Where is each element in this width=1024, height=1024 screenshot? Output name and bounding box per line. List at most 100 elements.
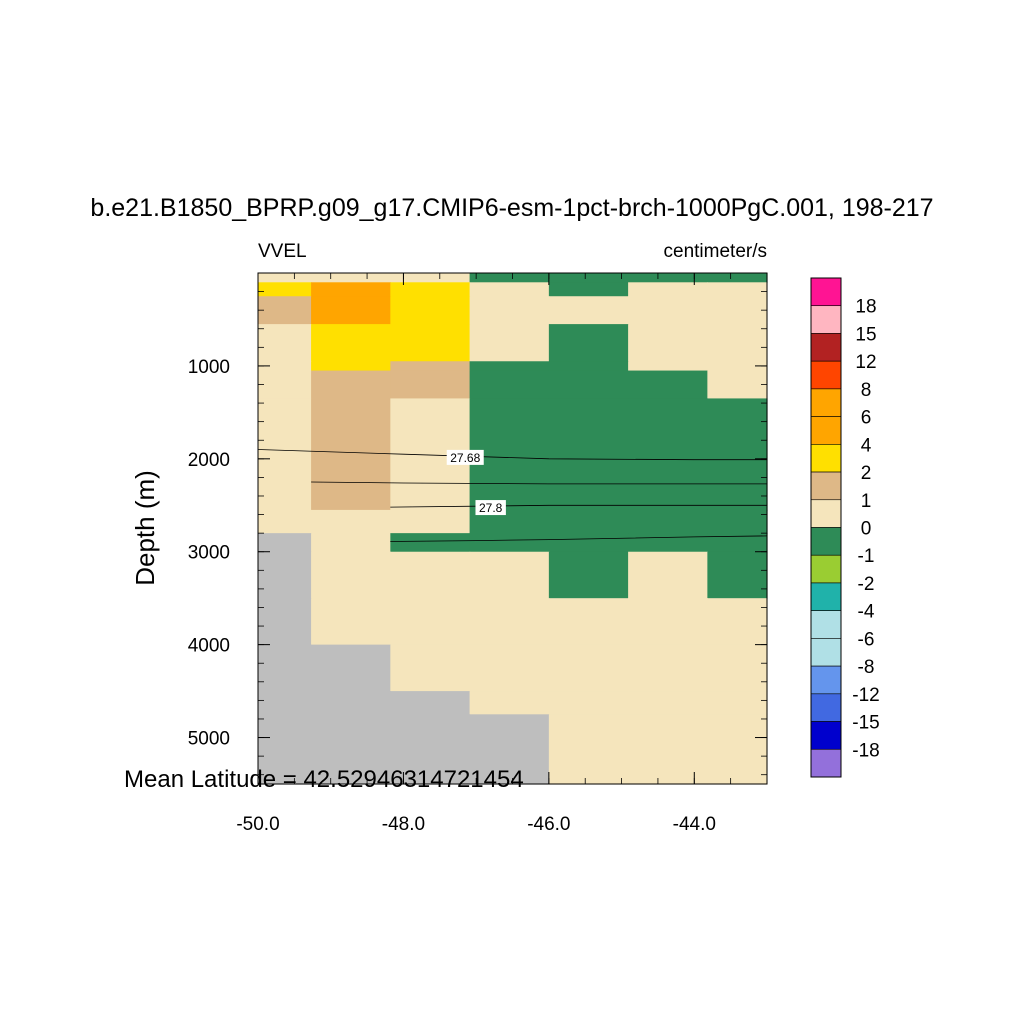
- heatmap-cell: [258, 714, 312, 785]
- left-subtitle: VVEL: [258, 241, 307, 262]
- colorbar-label: -4: [858, 602, 875, 623]
- heatmap-cell: [707, 644, 768, 692]
- heatmap-cell: [628, 691, 708, 715]
- heatmap-cell: [469, 296, 550, 325]
- heatmap-cell: [258, 509, 312, 534]
- colorbar-label: -2: [858, 574, 875, 595]
- y-tick-label: 2000: [188, 450, 230, 471]
- heatmap-cell: [628, 509, 708, 534]
- heatmap-cell: [707, 361, 768, 372]
- heatmap-cell: [390, 509, 471, 534]
- x-tick-label: -44.0: [673, 814, 716, 835]
- colorbar-label: 12: [855, 352, 876, 373]
- contour-label: 27.8: [479, 501, 503, 515]
- colorbar-label: 18: [855, 297, 876, 318]
- heatmap-cell: [707, 551, 768, 599]
- heatmap-cell: [469, 370, 550, 400]
- mean-latitude-annotation: Mean Latitude = 42.52946314721454: [124, 766, 524, 793]
- heatmap-cell: [390, 324, 471, 362]
- heatmap-cell: [469, 551, 550, 599]
- heatmap-cell: [311, 533, 391, 553]
- heatmap-cell: [390, 598, 471, 646]
- colorbar-swatch: [810, 527, 842, 556]
- heatmap-cell: [707, 282, 768, 297]
- heatmap-cell: [628, 714, 708, 785]
- contour-label-box: [475, 500, 506, 516]
- heatmap-cell: [390, 551, 471, 599]
- heatmap-cell: [258, 273, 312, 283]
- colorbar-swatch: [810, 388, 842, 417]
- contour-labels: 27.68 27.8: [446, 449, 506, 516]
- heatmap-cell: [311, 324, 391, 362]
- heatmap-cell: [707, 370, 768, 400]
- heatmap-cell: [258, 598, 312, 646]
- colorbar-swatch: [810, 444, 842, 473]
- heatmap-cell: [628, 598, 708, 646]
- heatmap-cell: [548, 324, 629, 362]
- heatmap-cell: [707, 273, 768, 283]
- heatmap-cell: [390, 273, 471, 283]
- heatmap-cell: [311, 361, 391, 372]
- heatmap-cell: [548, 398, 629, 511]
- heatmap-cell: [258, 533, 312, 553]
- colorbar-swatch: [810, 277, 842, 307]
- heatmap-cell: [548, 273, 629, 283]
- colorbar-swatch: [810, 582, 842, 611]
- heatmap-cell: [390, 296, 471, 325]
- contour-label: 27.68: [450, 451, 480, 465]
- heatmap-cell: [548, 282, 629, 297]
- colorbar-label: -1: [858, 546, 875, 567]
- heatmap-cell: [258, 361, 312, 372]
- colorbar-label: -15: [852, 713, 879, 734]
- heatmap-cell: [258, 691, 312, 715]
- contour-line: [390, 535, 768, 542]
- heatmap-cell: [707, 509, 768, 534]
- colorbar-swatch: [810, 638, 842, 667]
- heatmap-cell: [707, 324, 768, 362]
- heatmap-cell: [390, 361, 471, 372]
- heatmap-cell: [548, 296, 629, 325]
- heatmap-cell: [628, 370, 708, 400]
- heatmap-cell: [628, 398, 708, 511]
- x-tick-label: -46.0: [527, 814, 570, 835]
- heatmap-cell: [548, 644, 629, 692]
- heatmap-cell: [469, 509, 550, 534]
- heatmap-cell: [390, 533, 471, 553]
- chart-title: b.e21.B1850_BPRP.g09_g17.CMIP6-esm-1pct-…: [90, 194, 933, 222]
- heatmap-cell: [628, 282, 708, 297]
- heatmap-cell: [469, 273, 550, 283]
- colorbar-swatch: [810, 693, 842, 722]
- heatmap-cell: [548, 370, 629, 400]
- heatmap-cell: [390, 370, 471, 400]
- heatmap-cell: [548, 509, 629, 534]
- heatmap-cell: [258, 398, 312, 511]
- colorbar-frame: [810, 277, 842, 778]
- heatmap-cell: [628, 533, 708, 553]
- heatmap-cell: [548, 551, 629, 599]
- colorbar-label: 2: [861, 463, 872, 484]
- colorbar-swatch: [810, 416, 842, 445]
- colorbar-label: 15: [855, 324, 876, 345]
- heatmap-cell: [469, 361, 550, 372]
- contour-lines: [257, 449, 768, 542]
- heatmap-cell: [628, 361, 708, 372]
- colorbar-label: 6: [861, 408, 872, 429]
- y-tick-label: 5000: [188, 729, 230, 750]
- heatmap-cell: [258, 370, 312, 400]
- contour-label-box: [446, 449, 484, 465]
- heatmap-cell: [258, 551, 312, 599]
- heatmap-cell: [311, 691, 391, 715]
- heatmap-cell: [311, 370, 391, 400]
- heatmap-cell: [469, 598, 550, 646]
- heatmap-cell: [707, 398, 768, 511]
- y-tick-label: 4000: [188, 636, 230, 657]
- colorbar-swatch: [810, 748, 842, 778]
- heatmap-cell: [258, 296, 312, 325]
- colorbar-swatch: [810, 499, 842, 528]
- heatmap-cell: [258, 282, 312, 297]
- heatmap-cell: [628, 324, 708, 362]
- colorbar-swatch: [810, 360, 842, 390]
- heatmap-cell: [469, 324, 550, 362]
- heatmap-cell: [548, 714, 629, 785]
